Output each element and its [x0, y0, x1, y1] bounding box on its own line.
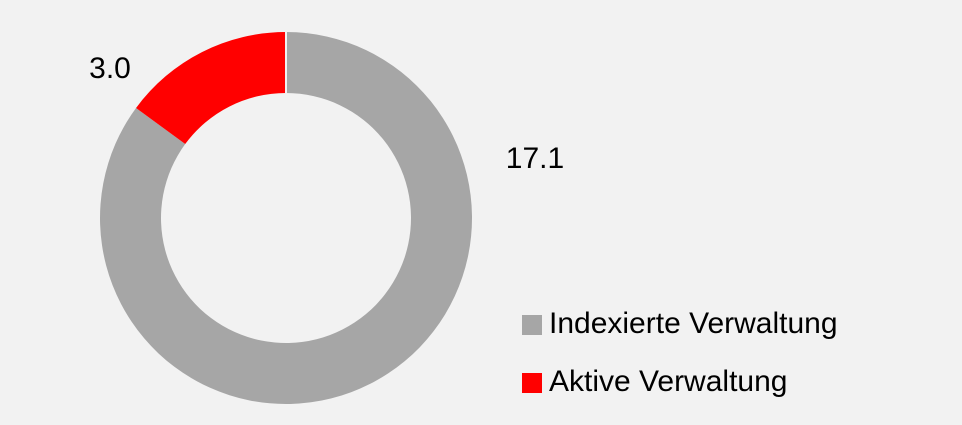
data-label: 3.0	[89, 52, 131, 85]
donut-segment	[136, 31, 286, 145]
legend-swatch	[522, 373, 542, 393]
legend-swatch	[522, 315, 542, 335]
donut-segment	[100, 32, 473, 404]
data-label: 17.1	[506, 142, 564, 175]
legend-label: Indexierte Verwaltung	[549, 307, 838, 340]
legend-label: Aktive Verwaltung	[549, 365, 787, 398]
